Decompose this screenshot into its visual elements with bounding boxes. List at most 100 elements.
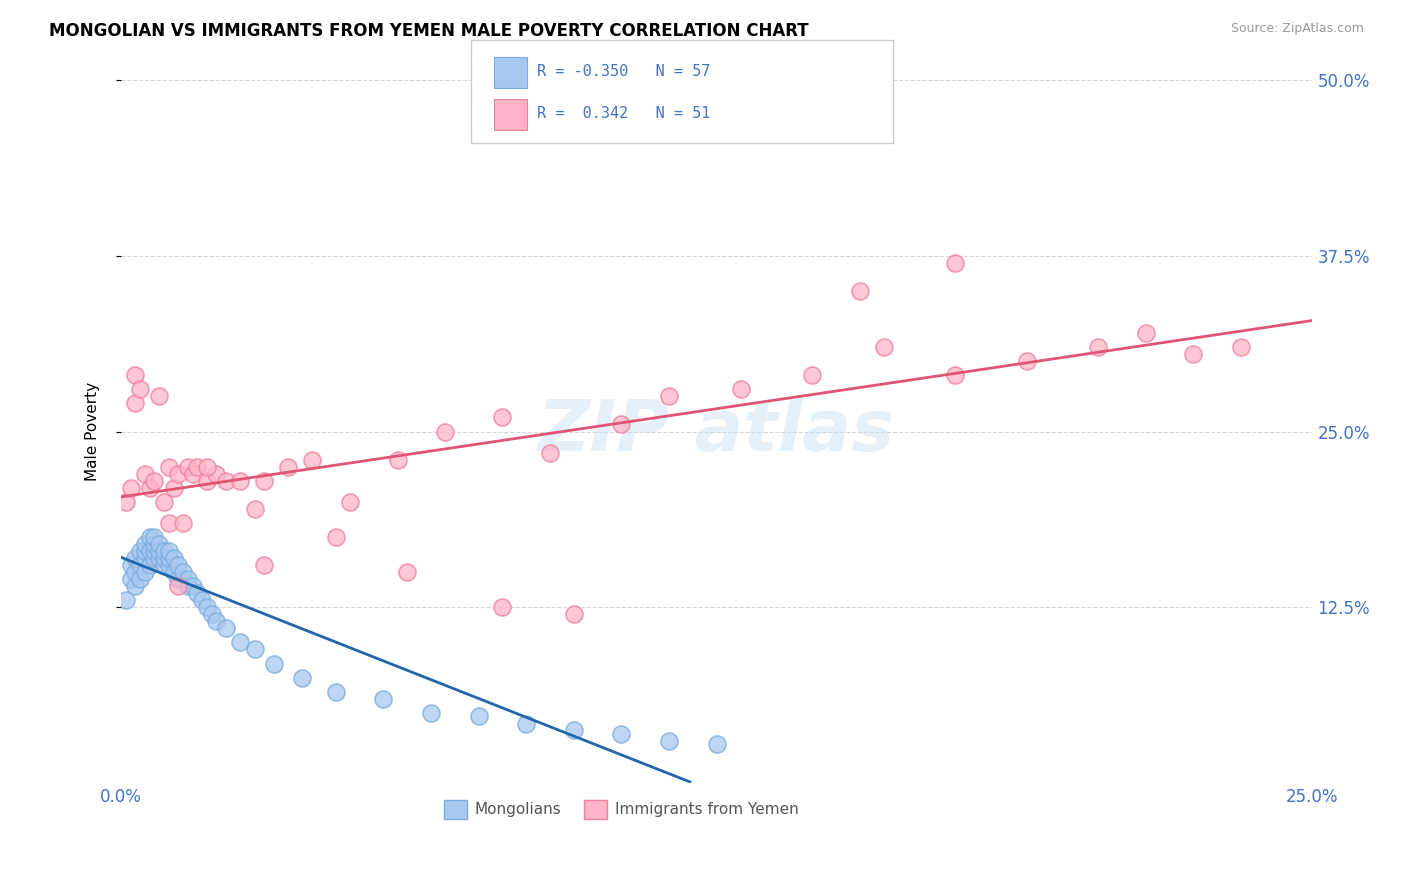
Point [134, 551, 156, 566]
Point [201, 607, 224, 622]
Point [706, 737, 728, 751]
Text: R = -0.350   N = 57: R = -0.350 N = 57 [537, 64, 710, 79]
Point [1015, 354, 1038, 368]
Point [172, 565, 194, 579]
Point [124, 565, 146, 579]
Point [658, 734, 681, 748]
Point [153, 544, 176, 558]
Point [515, 717, 537, 731]
Point [148, 389, 170, 403]
Point [120, 481, 142, 495]
Point [124, 579, 146, 593]
Point [325, 684, 347, 698]
Point [419, 706, 441, 720]
Point [195, 474, 218, 488]
Point [134, 467, 156, 481]
Point [658, 389, 681, 403]
Point [215, 621, 238, 635]
Point [167, 579, 190, 593]
Point [124, 368, 146, 383]
Point [1182, 347, 1205, 361]
Point [124, 396, 146, 410]
Point [143, 474, 166, 488]
Point [129, 544, 152, 558]
Point [143, 530, 166, 544]
Point [167, 558, 190, 573]
Point [396, 565, 419, 579]
Point [191, 593, 214, 607]
Point [143, 537, 166, 551]
Y-axis label: Male Poverty: Male Poverty [86, 382, 100, 481]
Point [186, 586, 208, 600]
Point [167, 572, 190, 586]
Point [129, 382, 152, 396]
Point [129, 558, 152, 573]
Point [195, 459, 218, 474]
Point [157, 558, 180, 573]
Point [181, 467, 204, 481]
Point [243, 501, 266, 516]
Point [177, 572, 200, 586]
Point [177, 459, 200, 474]
Point [134, 537, 156, 551]
Text: MONGOLIAN VS IMMIGRANTS FROM YEMEN MALE POVERTY CORRELATION CHART: MONGOLIAN VS IMMIGRANTS FROM YEMEN MALE … [49, 22, 808, 40]
Point [177, 579, 200, 593]
Point [943, 256, 966, 270]
Point [301, 452, 323, 467]
Point [153, 558, 176, 573]
Point [848, 284, 870, 298]
Point [205, 467, 228, 481]
Point [339, 495, 361, 509]
Point [148, 551, 170, 566]
Point [124, 551, 146, 566]
Text: ZIP atlas: ZIP atlas [538, 397, 896, 466]
Point [148, 537, 170, 551]
Point [143, 544, 166, 558]
Point [491, 410, 513, 425]
Point [157, 516, 180, 530]
Text: R =  0.342   N = 51: R = 0.342 N = 51 [537, 106, 710, 121]
Point [134, 565, 156, 579]
Point [263, 657, 285, 671]
Point [138, 544, 160, 558]
Point [157, 544, 180, 558]
Point [943, 368, 966, 383]
Point [229, 474, 252, 488]
Point [434, 425, 457, 439]
Point [153, 495, 176, 509]
Point [1230, 340, 1253, 354]
Point [562, 607, 585, 622]
Point [730, 382, 752, 396]
Point [129, 572, 152, 586]
Point [277, 459, 299, 474]
Point [491, 600, 513, 615]
Point [138, 481, 160, 495]
Point [610, 417, 633, 432]
Point [872, 340, 894, 354]
Point [205, 615, 228, 629]
Point [253, 558, 276, 573]
Point [195, 600, 218, 615]
Point [215, 474, 238, 488]
Point [162, 565, 184, 579]
Point [538, 445, 561, 459]
Point [138, 558, 160, 573]
Point [120, 558, 142, 573]
Point [115, 495, 138, 509]
Point [120, 572, 142, 586]
Point [610, 727, 633, 741]
Point [115, 593, 138, 607]
Point [157, 459, 180, 474]
Point [148, 544, 170, 558]
Point [373, 691, 395, 706]
Point [387, 452, 409, 467]
Point [162, 481, 184, 495]
Point [562, 723, 585, 737]
Point [167, 467, 190, 481]
Point [162, 551, 184, 566]
Point [153, 551, 176, 566]
Point [134, 544, 156, 558]
Point [1135, 326, 1157, 340]
Point [138, 530, 160, 544]
Point [467, 708, 489, 723]
